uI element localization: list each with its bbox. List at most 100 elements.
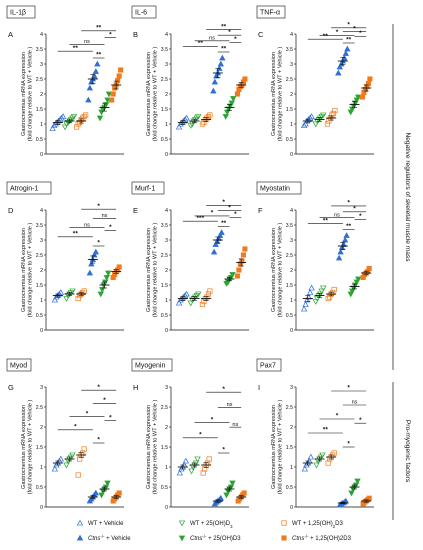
y-tick-label: 4	[290, 208, 293, 214]
data-point	[314, 296, 321, 302]
data-point	[94, 60, 101, 67]
group-wt_25	[312, 112, 327, 128]
data-point	[85, 96, 92, 103]
significance-bracket: ns	[69, 222, 105, 228]
bracket-label: **	[73, 45, 79, 52]
data-point	[81, 113, 87, 120]
legend-item-wt_125: WT + 1,25(OH)2D3	[281, 520, 343, 529]
data-point	[335, 254, 343, 261]
y-axis-label: Gastrocnemius mRNA expression	[21, 228, 27, 312]
data-point	[195, 114, 202, 120]
data-point	[77, 119, 83, 126]
data-point	[229, 272, 236, 278]
data-point	[182, 457, 190, 464]
data-point	[303, 296, 311, 303]
y-axis-label: (fold change relative to WT + Vehicle )	[28, 47, 34, 142]
data-point	[228, 100, 235, 107]
bracket-label: *	[228, 204, 231, 211]
data-point	[51, 465, 59, 472]
data-point	[325, 460, 331, 466]
data-point	[217, 60, 225, 67]
data-point	[341, 54, 348, 61]
panels: IL-1β A 0 0.5 1 1.5 2 2.5 3 3.5 4 Gastrocnemius mRN…	[6, 5, 374, 511]
y-tick-label: 2	[165, 268, 168, 274]
panel-I: Pax7 I 0 0.5 1 1.5 2 2.5 3 Gastrocnemius mRNA exp…	[256, 358, 374, 511]
bracket-label: **	[221, 46, 227, 53]
y-tick-label: 2.5	[161, 253, 168, 259]
data-point	[99, 287, 106, 293]
data-point	[366, 265, 372, 272]
y-tick-label: 0	[290, 328, 293, 334]
bracket-label: *	[228, 29, 231, 36]
bracket-label: *	[109, 224, 112, 231]
legend-label: WT + Vehicle	[88, 521, 124, 527]
group-ctns_25	[223, 272, 236, 287]
data-point	[210, 87, 217, 94]
group-ctns_25	[347, 276, 362, 298]
significance-bracket: *	[194, 416, 230, 423]
bracket-label: *	[74, 424, 77, 431]
data-point	[177, 120, 184, 127]
significance-bracket: **	[217, 46, 230, 53]
data-point	[51, 296, 59, 303]
y-axis-label: (fold change relative to WT + Vehicle )	[153, 400, 159, 495]
data-point	[92, 68, 100, 74]
significance-bracket: **	[92, 52, 105, 59]
data-point	[59, 113, 67, 119]
legend-item-ctns_125: Ctns-/- + 1,25(OH)2D3	[281, 534, 352, 542]
group-wt_125	[74, 112, 89, 130]
bracket-label: *	[97, 240, 100, 247]
y-tick-label: 2.5	[36, 77, 43, 83]
data-point	[116, 490, 122, 496]
y-tick-label: 2.5	[161, 77, 168, 83]
legend-label: WT + 25(OH)D3	[190, 521, 233, 529]
data-point	[105, 91, 113, 98]
y-tick-label: 1	[40, 465, 43, 471]
y-tick-label: 3	[40, 238, 43, 244]
y-tick-label: 4	[165, 208, 168, 214]
significance-bracket: *	[81, 384, 117, 391]
group-wt_vehicle	[301, 453, 315, 472]
group-wt_125	[75, 446, 87, 478]
panel-letter: G	[8, 383, 14, 392]
y-tick-label: 3.5	[286, 223, 293, 229]
group-ctns_vehicle	[335, 45, 351, 76]
group-wt_125	[199, 112, 213, 127]
y-tick-label: 0	[165, 152, 168, 158]
data-point	[92, 248, 100, 255]
data-point	[332, 107, 338, 114]
data-point	[223, 492, 230, 499]
panel-title-box	[131, 181, 165, 195]
y-tick-label: 2	[290, 425, 293, 431]
group-wt_25	[313, 452, 326, 469]
bracket-label: *	[353, 25, 356, 32]
panel-B: IL-6 B 0 0.5 1 1.5 2 2.5 3 3.5 4 Gastrocnemius mRNA…	[131, 5, 249, 158]
data-point	[75, 472, 81, 478]
y-axis-label: (fold change relative to WT + Vehicle )	[28, 400, 34, 495]
y-axis-label: (fold change relative to WT + Vehicle )	[278, 223, 284, 318]
data-point	[116, 264, 122, 270]
data-point	[202, 466, 208, 472]
significance-bracket: *	[92, 240, 105, 247]
group-wt_125	[325, 450, 337, 466]
group-ctns_25	[347, 94, 362, 116]
data-point	[318, 288, 325, 295]
panel-D: Atrogin-1 D 0 0.5 1 1.5 2 2.5 3 3.5 4 Gastrocnemius…	[6, 181, 124, 334]
significance-bracket: **	[57, 45, 93, 52]
data-point	[312, 299, 319, 305]
y-tick-label: 1.5	[286, 283, 293, 289]
y-tick-label: 1	[290, 122, 293, 128]
data-point	[205, 113, 211, 120]
significance-bracket: *	[354, 417, 367, 424]
y-tick-label: 0.5	[161, 137, 168, 143]
data-point	[218, 229, 225, 235]
legend-marker	[178, 535, 186, 542]
data-point	[201, 298, 207, 305]
legend-label: WT + 1,25(OH)2D3	[292, 521, 343, 529]
data-point	[211, 78, 219, 85]
y-tick-label: 2	[290, 268, 293, 274]
y-tick-label: 3	[165, 62, 168, 68]
group-ctns_vehicle	[336, 497, 350, 508]
data-point	[326, 118, 332, 124]
y-tick-label: 0	[290, 505, 293, 511]
